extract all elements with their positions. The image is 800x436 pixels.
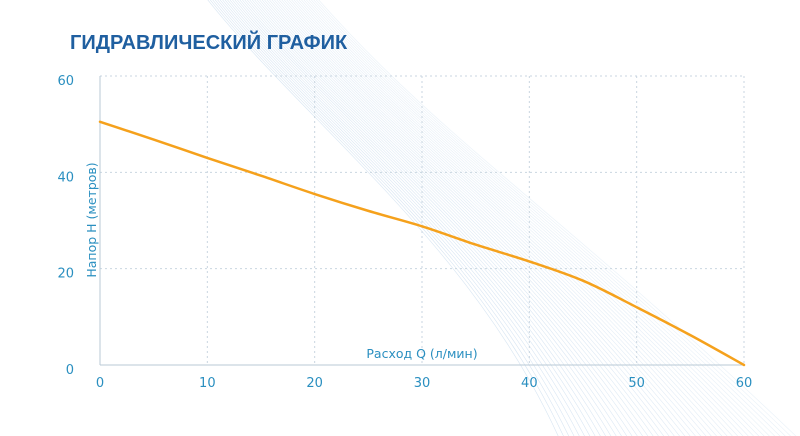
wave-line: [271, 0, 696, 436]
y-tick-label: 0: [66, 363, 74, 378]
wave-line: [246, 0, 643, 436]
wave-line: [266, 0, 686, 436]
x-tick-label: 30: [414, 376, 431, 391]
wave-line: [311, 0, 781, 436]
wave-line: [261, 0, 675, 436]
wave-line: [259, 0, 670, 436]
wave-line: [298, 0, 754, 436]
wave-line: [306, 0, 770, 436]
y-tick-label: 60: [57, 74, 74, 89]
grid: [100, 75, 745, 365]
wave-line: [212, 0, 570, 436]
x-tick-label: 20: [306, 376, 323, 391]
wave-line: [288, 0, 733, 436]
wave-line: [219, 0, 585, 436]
y-axis-label: Напор H (метров): [84, 162, 99, 277]
wave-line: [313, 0, 786, 436]
axes: [99, 76, 744, 366]
wave-line: [214, 0, 575, 436]
wave-line: [227, 0, 601, 436]
y-tick-labels: 0 20 40 60: [57, 74, 74, 378]
wave-line: [296, 0, 749, 436]
x-tick-label: 0: [96, 376, 104, 391]
wave-line: [224, 0, 596, 436]
wave-line: [283, 0, 723, 436]
wave-line: [237, 0, 622, 436]
x-axis-label: Расход Q (л/мин): [366, 346, 477, 361]
background-wave-decoration: [207, 0, 797, 436]
x-tick-labels: 0 10 20 30 40 50 60: [96, 376, 752, 391]
wave-line: [242, 0, 633, 436]
wave-line: [269, 0, 691, 436]
wave-line: [232, 0, 612, 436]
x-tick-label: 60: [736, 376, 753, 391]
wave-line: [207, 0, 559, 436]
chart-title: ГИДРАВЛИЧЕСКИЙ ГРАФИК: [70, 30, 348, 54]
x-tick-label: 40: [521, 376, 538, 391]
wave-line: [291, 0, 739, 436]
wave-line: [254, 0, 659, 436]
wave-line: [276, 0, 707, 436]
y-tick-label: 40: [57, 170, 74, 185]
wave-line: [264, 0, 680, 436]
wave-line: [279, 0, 712, 436]
wave-line: [217, 0, 580, 436]
wave-line: [315, 0, 791, 436]
wave-line: [234, 0, 617, 436]
x-tick-label: 10: [199, 376, 216, 391]
wave-line: [281, 0, 717, 436]
wave-line: [229, 0, 606, 436]
series-line: [98, 120, 746, 367]
wave-line: [210, 0, 564, 436]
wave-line: [286, 0, 728, 436]
series-group: [98, 120, 746, 367]
wave-line: [251, 0, 654, 436]
y-tick-label: 20: [57, 267, 74, 282]
wave-line: [301, 0, 760, 436]
wave-line: [318, 0, 797, 436]
wave-line: [308, 0, 776, 436]
wave-line: [293, 0, 744, 436]
wave-line: [256, 0, 665, 436]
wave-line: [244, 0, 638, 436]
wave-line: [274, 0, 702, 436]
wave-line: [303, 0, 765, 436]
wave-line: [249, 0, 649, 436]
wave-line: [239, 0, 628, 436]
x-tick-label: 50: [628, 376, 645, 391]
wave-line: [222, 0, 591, 436]
